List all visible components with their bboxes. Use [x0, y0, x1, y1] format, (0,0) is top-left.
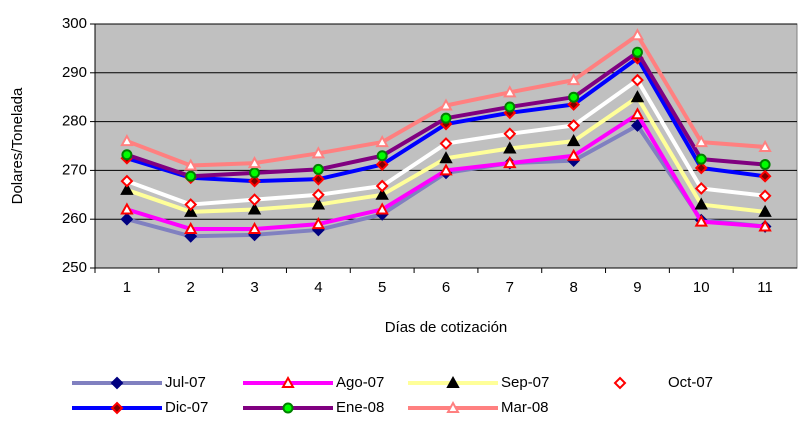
marker [184, 158, 198, 171]
marker [120, 212, 134, 226]
marker [631, 119, 644, 132]
marker [631, 46, 643, 58]
marker [120, 182, 134, 195]
marker [375, 202, 389, 215]
marker [758, 189, 772, 203]
marker [694, 135, 708, 148]
marker [110, 376, 124, 390]
x-tick-label: 9 [633, 279, 641, 296]
marker [281, 375, 295, 388]
y-tick-label: 280 [62, 113, 87, 130]
x-tick-label: 1 [123, 279, 131, 296]
x-tick-label: 4 [314, 279, 322, 296]
marker [694, 214, 708, 227]
x-tick-label: 5 [378, 279, 386, 296]
y-tick-label: 250 [62, 259, 87, 276]
marker [503, 141, 517, 154]
marker [566, 134, 581, 147]
marker [248, 174, 261, 188]
marker [439, 163, 453, 176]
marker [247, 221, 262, 234]
legend-label: Dic-07 [165, 399, 208, 416]
marker [311, 217, 326, 230]
x-tick-label: 8 [569, 279, 577, 296]
marker [439, 151, 453, 164]
marker [630, 107, 645, 120]
marker [567, 119, 581, 132]
marker [312, 163, 324, 175]
marker [694, 161, 708, 175]
x-tick-label: 6 [442, 279, 450, 296]
marker [440, 112, 452, 124]
legend-label: Ago-07 [336, 374, 384, 391]
marker [758, 169, 772, 183]
marker [446, 400, 460, 413]
marker [311, 197, 326, 210]
marker [121, 149, 133, 161]
marker [184, 204, 198, 217]
legend-label: Oct-07 [668, 374, 713, 391]
marker [247, 202, 262, 215]
marker [311, 146, 326, 159]
y-tick-label: 300 [62, 15, 87, 32]
marker [503, 127, 517, 141]
marker [185, 170, 197, 182]
marker [282, 402, 294, 414]
marker [375, 135, 389, 148]
marker [504, 101, 516, 113]
marker [568, 91, 580, 103]
marker [758, 139, 772, 152]
x-tick-label: 2 [187, 279, 195, 296]
x-tick-label: 11 [757, 279, 773, 296]
marker [630, 90, 645, 103]
marker [249, 167, 261, 179]
marker [630, 28, 645, 41]
marker [375, 187, 389, 200]
marker [184, 221, 198, 234]
marker [503, 156, 517, 169]
marker [311, 188, 325, 202]
marker [120, 134, 134, 147]
marker [694, 182, 708, 195]
marker [695, 153, 707, 165]
legend-label: Ene-08 [336, 399, 384, 416]
marker [446, 375, 460, 388]
x-tick-label: 10 [693, 279, 710, 296]
marker [631, 73, 644, 87]
x-tick-label: 7 [506, 279, 514, 296]
x-tick-label: 3 [250, 279, 258, 296]
marker [375, 158, 389, 171]
marker [311, 172, 325, 186]
marker [247, 156, 262, 169]
marker [613, 376, 627, 390]
marker [759, 159, 771, 171]
y-tick-label: 260 [62, 210, 87, 227]
marker [375, 179, 389, 193]
marker [184, 198, 198, 211]
y-tick-label: 290 [62, 64, 87, 81]
marker [376, 150, 388, 162]
marker [566, 148, 581, 161]
marker [566, 73, 581, 86]
legend-label: Jul-07 [165, 374, 206, 391]
marker [439, 98, 453, 111]
marker [694, 197, 708, 210]
marker [758, 219, 772, 232]
y-axis-title: Dolares/Tonelada [9, 87, 26, 204]
x-axis-title: Días de cotización [385, 319, 508, 336]
marker [503, 85, 517, 98]
legend-label: Sep-07 [501, 374, 549, 391]
marker [120, 202, 134, 215]
marker [120, 174, 134, 188]
marker [110, 401, 124, 415]
legend-label: Mar-08 [501, 399, 549, 416]
marker [248, 193, 261, 207]
marker [758, 204, 772, 217]
y-tick-label: 270 [62, 161, 87, 178]
marker [439, 137, 453, 150]
